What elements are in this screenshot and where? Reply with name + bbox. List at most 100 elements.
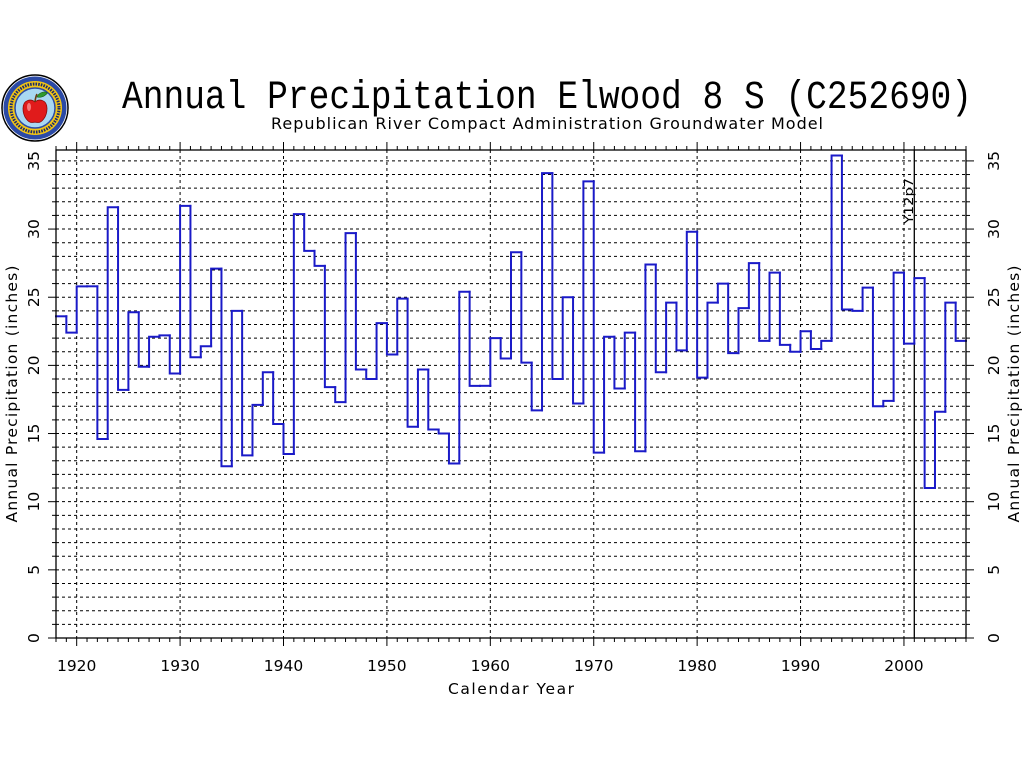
y-tick-label-left: 20	[25, 356, 43, 376]
precip-step-1996	[861, 286, 874, 312]
apple-icon	[22, 99, 48, 123]
precip-step-1931	[189, 204, 202, 359]
precip-step-1991	[809, 330, 823, 351]
precip-step-1986	[758, 262, 771, 342]
precip-step-1928	[158, 334, 171, 338]
precip-step-1938	[261, 371, 275, 406]
precip-step-1967	[561, 296, 575, 381]
precip-step-1969	[582, 180, 595, 405]
y-tick-label-left: 15	[25, 424, 43, 444]
precip-step-1981	[706, 301, 719, 379]
precip-step-1939	[272, 371, 285, 425]
axis-ticks	[48, 142, 974, 646]
precip-step-1955	[437, 428, 450, 435]
x-tick-label: 1940	[264, 657, 303, 675]
precip-step-1937	[251, 403, 264, 457]
precip-step-1982	[716, 282, 730, 304]
precip-step-1970	[592, 180, 606, 454]
x-axis-title: Calendar Year	[448, 680, 575, 698]
precip-step-1965	[541, 172, 554, 412]
precip-step-1934	[220, 267, 233, 468]
precip-step-1920	[75, 285, 89, 334]
x-tick-label: 1920	[57, 657, 96, 675]
precip-step-1926	[137, 311, 151, 368]
precip-step-1966	[551, 172, 564, 381]
precip-step-1930	[179, 204, 192, 375]
precip-step-1971	[603, 335, 616, 454]
precip-step-1956	[447, 432, 461, 465]
precip-step-1999	[892, 271, 905, 402]
axis-labels: 1920 1930 1940 1950 1960 1970 1980 1990 2000 0 0 5 5…	[25, 151, 1003, 675]
precip-step-1925	[127, 311, 140, 391]
x-tick-label: 1950	[367, 657, 406, 675]
precip-step-1924	[117, 206, 130, 391]
precip-step-2005	[954, 301, 967, 342]
y-tick-label-right: 25	[985, 287, 1003, 307]
precip-step-1945	[334, 386, 347, 404]
plot-frame	[55, 149, 967, 639]
precip-step-1948	[365, 368, 378, 381]
precip-step-1929	[168, 334, 182, 375]
precip-step-1935	[230, 309, 244, 468]
annotation-label: Y12p7	[902, 178, 916, 225]
x-tick-label: 2000	[884, 657, 923, 675]
x-tick-label: 1990	[781, 657, 820, 675]
apple-highlight	[27, 103, 31, 111]
precip-step-2000	[902, 271, 916, 345]
precip-step-1954	[427, 368, 440, 431]
y-tick-label-left: 25	[25, 287, 43, 307]
y-tick-label-left: 30	[25, 219, 43, 239]
x-tick-label: 1930	[160, 657, 199, 675]
precip-step-1973	[623, 331, 637, 390]
precip-step-1960	[489, 337, 502, 387]
precip-step-1941	[292, 213, 306, 455]
precip-step-2002	[923, 277, 936, 490]
precip-step-1953	[416, 368, 430, 428]
precip-step-1962	[510, 251, 523, 360]
precip-step-1936	[241, 309, 254, 457]
precip-step-1983	[727, 282, 740, 355]
precip-step-1932	[199, 345, 213, 359]
precip-step-1993	[830, 154, 843, 342]
precip-step-1933	[210, 267, 223, 348]
precip-step-1951	[396, 297, 409, 356]
apple-seal-logo	[1, 74, 69, 142]
precip-step-1947	[354, 232, 368, 371]
y-tick-label-left: 10	[25, 492, 43, 512]
precip-step-1992	[820, 339, 833, 351]
y-axis-title-left: Annual Precipitation (inches)	[3, 266, 21, 523]
precip-step-1980	[696, 230, 709, 379]
precip-step-1988	[778, 271, 792, 346]
precip-step-1998	[882, 399, 895, 408]
y-tick-label-left: 35	[25, 151, 43, 171]
apple-stem	[34, 93, 38, 103]
precip-step-1942	[303, 213, 316, 252]
precip-step-1994	[840, 154, 854, 311]
y-tick-label-right: 5	[985, 565, 1003, 575]
precip-step-1984	[737, 307, 750, 355]
y-tick-label-right: 35	[985, 151, 1003, 171]
precip-step-1952	[406, 297, 419, 428]
precip-step-1949	[375, 322, 388, 381]
precip-step-1968	[572, 296, 585, 405]
precip-step-1995	[851, 308, 864, 312]
precip-step-2003	[933, 410, 947, 490]
precip-step-1963	[520, 251, 533, 364]
grid-lines	[56, 150, 966, 638]
x-tick-label: 1980	[677, 657, 716, 675]
precip-step-1923	[106, 206, 120, 440]
precip-step-1946	[344, 232, 357, 404]
precip-step-1976	[654, 263, 668, 374]
x-tick-label: 1960	[471, 657, 510, 675]
precip-step-1987	[768, 271, 781, 342]
precip-step-1950	[385, 322, 399, 356]
chart-subtitle: Republican River Compact Administration …	[271, 114, 823, 133]
precip-step-1985	[747, 262, 761, 310]
y-tick-label-right: 0	[985, 633, 1003, 643]
precip-step-1977	[665, 301, 678, 374]
precip-step-1975	[644, 263, 657, 453]
precip-step-1989	[789, 343, 802, 353]
y-tick-label-right: 30	[985, 219, 1003, 239]
precip-step-1964	[530, 361, 544, 412]
